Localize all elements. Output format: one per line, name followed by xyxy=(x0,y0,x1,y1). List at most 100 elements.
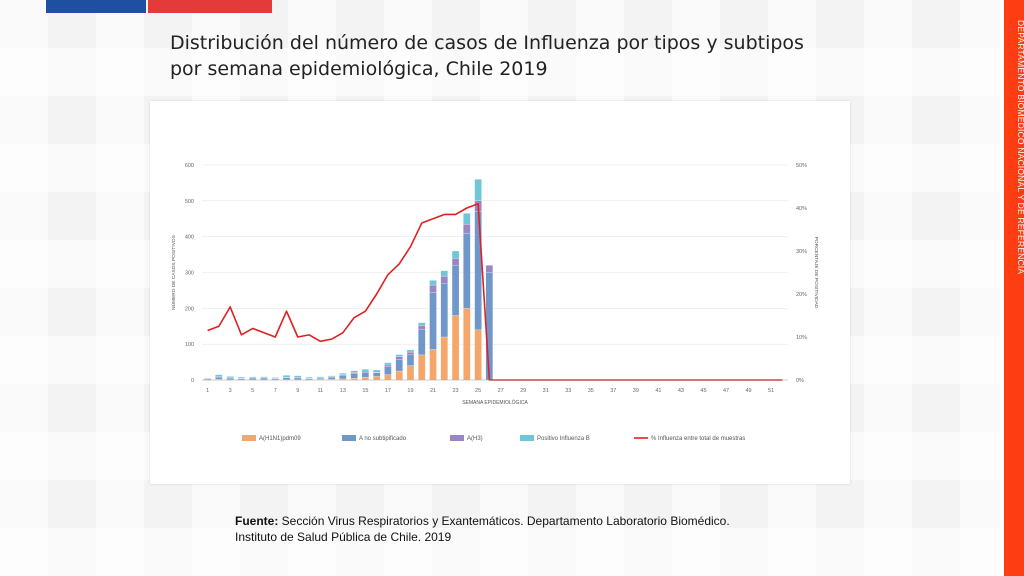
x-tick-label: 33 xyxy=(565,388,571,394)
bar-segment xyxy=(406,365,415,381)
bar-segment xyxy=(406,354,415,366)
x-tick-label: 25 xyxy=(475,388,481,394)
bar-segment xyxy=(373,369,381,373)
bar-segment xyxy=(418,322,426,326)
bar-segment xyxy=(418,354,426,381)
x-tick-label: 35 xyxy=(588,388,594,394)
bar-segment xyxy=(327,375,336,377)
bar-segment xyxy=(463,232,471,309)
sidebar-label: DEPARTAMENTO BIOMÉDICO NACIONAL Y DE REF… xyxy=(1016,20,1024,275)
flag-blue-bar xyxy=(46,0,146,13)
x-tick-label: 9 xyxy=(296,388,299,394)
source-line-2: Instituto de Salud Pública de Chile. 201… xyxy=(235,530,452,544)
bar-segment xyxy=(237,377,246,379)
bar-segment xyxy=(350,370,358,373)
x-tick-label: 3 xyxy=(229,388,232,394)
title-line-1: Distribución del número de casos de Infl… xyxy=(170,32,804,54)
x-tick-label: 1 xyxy=(206,388,209,394)
y-tick-label: 200 xyxy=(185,306,194,312)
y-tick-label: 500 xyxy=(185,199,194,205)
flag-red-bar xyxy=(148,0,272,13)
bar-segment xyxy=(395,370,403,381)
source-label: Fuente: xyxy=(235,514,279,528)
bar-segment xyxy=(395,356,403,360)
legend-swatch xyxy=(242,435,256,441)
bar-segment xyxy=(305,377,313,379)
bar-segment xyxy=(361,371,370,378)
bar-segment xyxy=(440,283,448,338)
x-tick-label: 21 xyxy=(430,388,436,394)
bar-segment xyxy=(418,325,426,330)
x-tick-label: 51 xyxy=(768,388,774,394)
bar-segment xyxy=(474,211,482,330)
bar-segment xyxy=(339,373,347,375)
y-tick-label: 600 xyxy=(185,163,194,169)
x-axis-title: SEMANA EPIDEMIOLÓGICA xyxy=(462,399,528,406)
y2-tick-label: 40% xyxy=(796,206,807,212)
title-line-2: por semana epidemiológica, Chile 2019 xyxy=(170,58,548,80)
x-tick-label: 31 xyxy=(543,388,549,394)
x-tick-label: 43 xyxy=(678,388,684,394)
bar-segment xyxy=(361,369,370,372)
y2-tick-label: 30% xyxy=(796,249,807,255)
y-tick-label: 0 xyxy=(191,378,194,384)
y-tick-label: 300 xyxy=(185,271,194,277)
bar-segment xyxy=(327,377,336,380)
bar-segment xyxy=(406,349,415,353)
legend-swatch xyxy=(450,435,464,441)
bar-segment xyxy=(215,374,223,377)
bar-segment xyxy=(440,270,448,277)
bar-segment xyxy=(350,373,358,379)
bar-segment xyxy=(429,284,437,293)
bar-segment xyxy=(451,258,460,266)
y2-tick-label: 10% xyxy=(796,335,807,341)
y-tick-label: 100 xyxy=(185,342,194,348)
slide-title: Distribución del número de casos de Infl… xyxy=(170,30,890,82)
y-axis-title: NÚMERO DE CASOS POSITIVOS xyxy=(170,235,177,310)
bar-segment xyxy=(316,376,324,378)
legend-swatch xyxy=(342,435,356,441)
bar-segment xyxy=(463,308,471,381)
x-tick-label: 11 xyxy=(317,388,323,394)
x-tick-label: 29 xyxy=(520,388,526,394)
bar-segment xyxy=(373,376,381,381)
source-note: Fuente: Sección Virus Respiratorios y Ex… xyxy=(235,513,730,545)
y2-tick-label: 50% xyxy=(796,163,807,169)
x-tick-label: 39 xyxy=(633,388,639,394)
y-tick-label: 400 xyxy=(185,235,194,241)
y2-tick-label: 0% xyxy=(796,378,804,384)
bar-segment xyxy=(294,377,302,380)
x-tick-label: 19 xyxy=(407,388,413,394)
y2-axis-title: PORCENTAJE DE POSITIVIDAD xyxy=(813,237,819,309)
chart-container: 0 100 200 300 400 500 600 0% 10% 20% 30% 40% 50% 1 3 5 7… xyxy=(150,101,850,484)
bar-segment xyxy=(463,213,471,225)
bar-segment xyxy=(361,377,370,381)
bar-segment xyxy=(451,250,460,259)
x-tick-label: 45 xyxy=(700,388,706,394)
legend-label: Positivo Influenza B xyxy=(537,436,590,442)
bar-segment xyxy=(395,359,403,372)
x-tick-label: 41 xyxy=(655,388,661,394)
bar-segment xyxy=(384,366,392,375)
bar-segment xyxy=(294,375,302,378)
bar-segment xyxy=(373,372,381,377)
bar-segment xyxy=(339,375,347,380)
bar-segment xyxy=(350,372,358,374)
bar-segment xyxy=(451,315,460,381)
bar-segment xyxy=(204,378,212,380)
legend-label: % Influenza entre total de muestras xyxy=(651,436,745,442)
x-tick-label: 27 xyxy=(498,388,504,394)
bar-segment xyxy=(429,349,437,381)
bar-segment xyxy=(271,377,279,379)
bar-segment xyxy=(260,376,268,378)
bar-segment xyxy=(418,329,426,356)
x-tick-label: 7 xyxy=(274,388,277,394)
bar-segment xyxy=(451,265,460,316)
bar-segment xyxy=(485,265,493,273)
x-tick-label: 23 xyxy=(452,388,458,394)
positivity-line xyxy=(207,202,783,381)
bar-segment xyxy=(429,292,437,350)
bar-segment xyxy=(282,375,291,378)
bar-segment xyxy=(384,374,392,381)
legend-swatch xyxy=(520,435,534,441)
